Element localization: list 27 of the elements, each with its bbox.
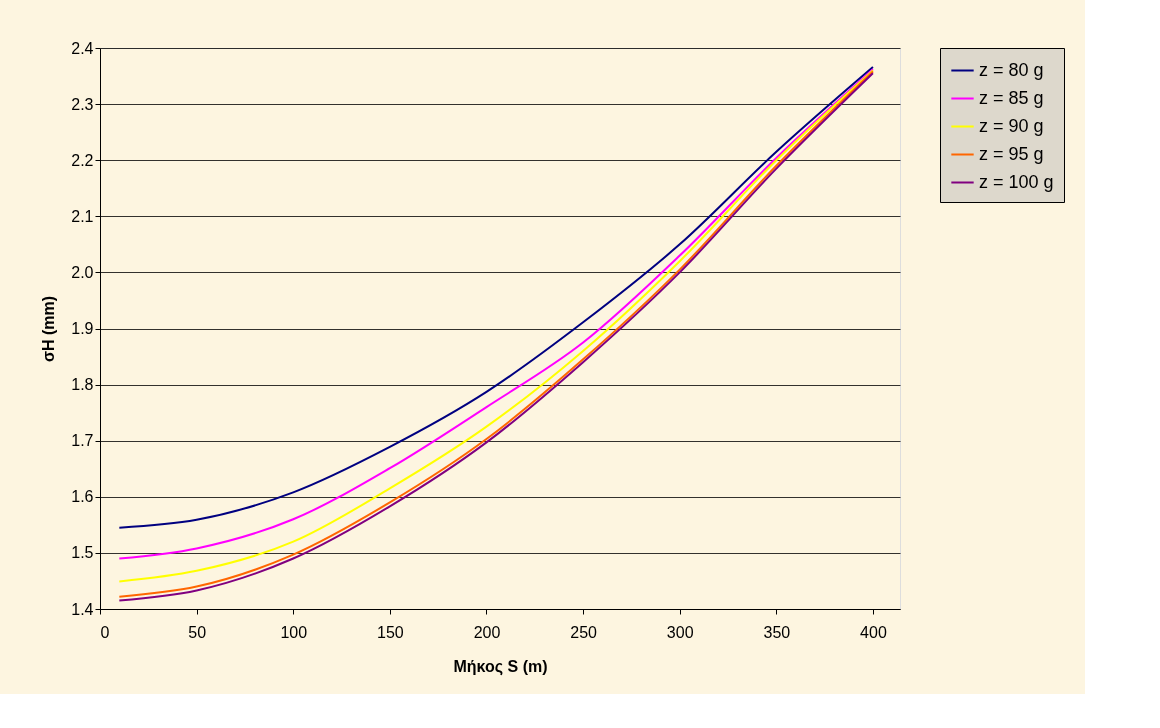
y-tick-label: 1.7 (71, 432, 94, 450)
y-tick-label: 1.4 (71, 600, 94, 618)
x-tick-label: 350 (763, 623, 791, 641)
y-tick-label: 2.3 (71, 95, 94, 113)
x-axis-title: Μήκος S (m) (453, 657, 548, 676)
y-tick-label: 2.0 (71, 263, 94, 281)
legend-label: z = 100 g (979, 171, 1054, 192)
legend-label: z = 85 g (979, 87, 1044, 108)
x-tick-label: 250 (570, 623, 598, 641)
x-tick-label: 200 (473, 623, 501, 641)
y-tick-label: 2.1 (71, 207, 94, 225)
x-tick-label: 400 (860, 623, 887, 641)
y-tick-label: 2.4 (71, 39, 94, 57)
y-tick-label: 1.9 (71, 320, 94, 337)
y-tick-label: 1.6 (71, 488, 94, 506)
legend-label: z = 80 g (979, 59, 1044, 80)
y-tick-label: 2.2 (71, 151, 94, 169)
y-tick-label: 1.8 (71, 376, 94, 394)
x-tick-label: 300 (666, 623, 694, 641)
x-tick-label: 50 (188, 623, 207, 641)
legend-label: z = 95 g (979, 143, 1044, 164)
x-tick-label: 100 (280, 623, 308, 641)
x-tick-label: 150 (377, 623, 404, 641)
legend-label: z = 90 g (979, 115, 1044, 136)
y-axis-title: σH (mm) (40, 295, 58, 363)
x-tick-label: 0 (100, 623, 110, 641)
y-tick-label: 1.5 (71, 544, 94, 562)
